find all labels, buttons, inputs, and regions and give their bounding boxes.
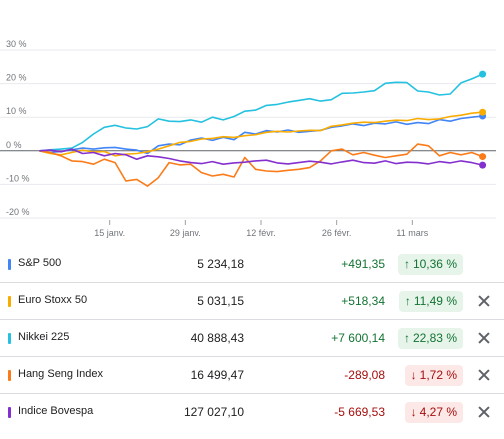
index-change: -5 669,53 — [334, 405, 385, 419]
index-change: +518,34 — [341, 294, 385, 308]
index-name: Nikkei 225 — [18, 331, 70, 343]
x-tick-label: 29 janv. — [170, 228, 201, 238]
series-end-marker-3 — [479, 153, 487, 161]
percent-change-value: 4,27 % — [419, 405, 457, 419]
index-value: 127 027,10 — [183, 405, 244, 419]
series-end-marker-2 — [479, 70, 487, 78]
table-row[interactable]: Hang Seng Index 16 499,47 -289,08 ↓ 1,72 % — [0, 357, 504, 394]
x-tick-label: 15 janv. — [94, 228, 125, 238]
y-tick-label: -10 % — [6, 173, 30, 183]
index-name: Indice Bovespa — [18, 405, 94, 417]
index-name: Hang Seng Index — [18, 368, 104, 380]
series-end-marker-1 — [479, 108, 487, 116]
comparison-line-chart: 30 % 20 % 10 % 0 % -10 % -20 % 15 janv. 29 jan… — [0, 39, 496, 238]
x-axis-ticks: 15 janv. 29 janv. 12 févr. 26 févr. 11 mars — [94, 220, 429, 238]
percent-change-value: 1,72 % — [419, 368, 457, 382]
remove-index-close-icon[interactable] — [476, 330, 492, 346]
series-line-1 — [39, 111, 483, 157]
percent-change-badge: ↑ 11,49 % — [398, 291, 463, 312]
series-color-swatch — [8, 296, 11, 307]
x-tick-label: 12 févr. — [246, 228, 276, 238]
x-tick-label: 11 mars — [396, 228, 428, 238]
chart-series — [39, 70, 487, 187]
arrow-up-icon: ↑ — [404, 294, 411, 308]
percent-change-badge: ↑ 22,83 % — [397, 328, 463, 349]
x-tick-label: 26 févr. — [322, 228, 352, 238]
y-tick-label: 30 % — [6, 39, 27, 49]
remove-index-close-icon[interactable] — [476, 367, 492, 383]
arrow-up-icon: ↑ — [403, 331, 410, 345]
series-line-3 — [39, 143, 483, 187]
y-tick-label: 20 % — [6, 73, 27, 83]
y-tick-label: -20 % — [6, 207, 30, 217]
y-axis-ticks: 30 % 20 % 10 % 0 % -10 % -20 % — [6, 39, 30, 217]
y-tick-label: 10 % — [6, 106, 27, 116]
series-end-marker-4 — [479, 161, 487, 169]
series-color-swatch — [8, 333, 11, 344]
index-value: 40 888,43 — [190, 331, 244, 345]
table-row[interactable]: S&P 500 5 234,18 +491,35 ↑ 10,36 % — [0, 246, 504, 283]
index-change: -289,08 — [344, 368, 385, 382]
index-change: +7 600,14 — [331, 331, 385, 345]
series-line-4 — [39, 148, 483, 166]
table-row[interactable]: Euro Stoxx 50 5 031,15 +518,34 ↑ 11,49 % — [0, 283, 504, 320]
index-change: +491,35 — [341, 257, 385, 271]
remove-index-close-icon[interactable] — [476, 404, 492, 420]
table-row[interactable]: Indice Bovespa 127 027,10 -5 669,53 ↓ 4,27 % — [0, 394, 504, 431]
index-value: 16 499,47 — [190, 368, 244, 382]
series-line-2 — [39, 73, 483, 152]
index-comparison-table: S&P 500 5 234,18 +491,35 ↑ 10,36 % Euro Stoxx… — [0, 246, 504, 431]
remove-index-close-icon[interactable] — [476, 293, 492, 309]
index-value: 5 031,15 — [197, 294, 244, 308]
table-row[interactable]: Nikkei 225 40 888,43 +7 600,14 ↑ 22,83 % — [0, 320, 504, 357]
arrow-up-icon: ↑ — [403, 257, 410, 271]
series-line-0 — [39, 115, 483, 155]
arrow-down-icon: ↓ — [410, 405, 417, 419]
series-color-swatch — [8, 259, 11, 270]
percent-change-value: 11,49 % — [413, 294, 457, 308]
index-name: Euro Stoxx 50 — [18, 294, 88, 306]
arrow-down-icon: ↓ — [410, 368, 417, 382]
percent-change-value: 10,36 % — [412, 257, 457, 271]
percent-change-value: 22,83 % — [412, 331, 457, 345]
series-color-swatch — [8, 370, 11, 381]
percent-change-badge: ↓ 4,27 % — [404, 402, 463, 423]
y-tick-label: 0 % — [6, 140, 22, 150]
percent-change-badge: ↑ 10,36 % — [397, 254, 463, 275]
index-value: 5 234,18 — [197, 257, 244, 271]
chart-grid — [0, 49, 496, 219]
percent-change-badge: ↓ 1,72 % — [404, 365, 463, 386]
index-name: S&P 500 — [18, 257, 62, 269]
series-color-swatch — [8, 407, 11, 418]
